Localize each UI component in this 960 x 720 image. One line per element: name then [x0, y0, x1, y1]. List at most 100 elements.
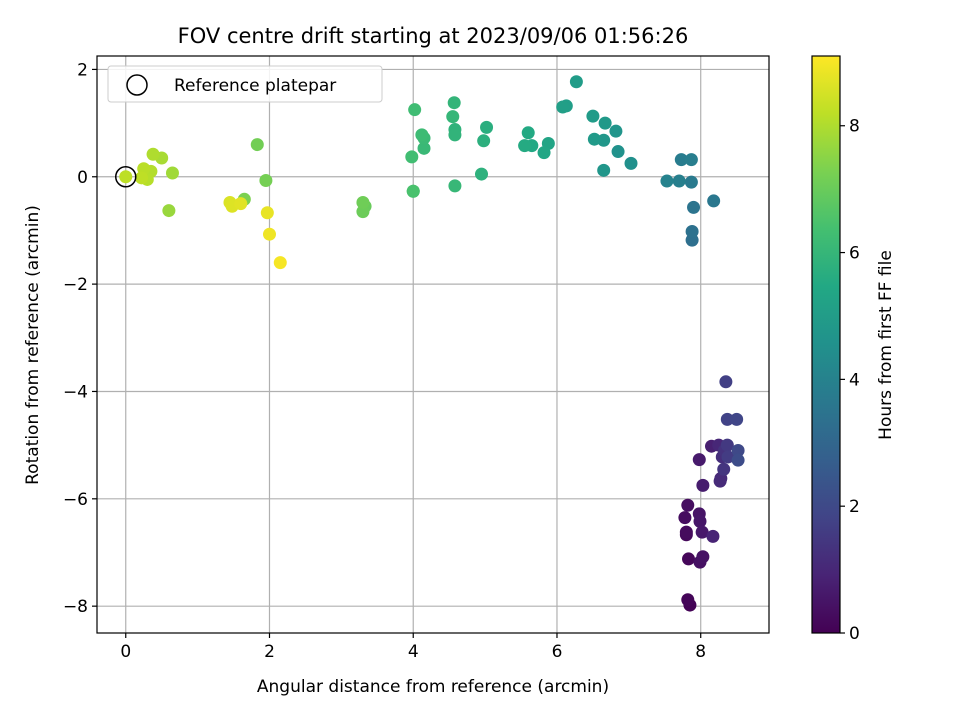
data-point	[146, 147, 160, 161]
data-point	[707, 194, 721, 208]
y-tick-label: −8	[63, 597, 88, 617]
data-point	[259, 174, 273, 188]
data-point	[679, 525, 693, 539]
data-point	[598, 116, 612, 130]
data-point	[684, 175, 698, 189]
data-point	[273, 256, 287, 270]
y-tick-label: −4	[63, 382, 88, 402]
scatter-points	[135, 75, 745, 612]
plot-frame	[96, 55, 770, 634]
data-point	[480, 120, 494, 134]
y-tick-label: −6	[63, 490, 88, 510]
data-point	[611, 145, 625, 159]
x-axis-label: Angular distance from reference (arcmin)	[257, 677, 609, 697]
y-axis-ticks: −8 −6 −4 −2 0 2	[63, 60, 97, 617]
data-point	[693, 514, 707, 528]
data-point	[720, 438, 734, 452]
reference-marker	[114, 166, 137, 188]
reference-ring	[114, 166, 137, 188]
data-point	[521, 126, 535, 140]
data-point	[250, 138, 264, 152]
data-point	[730, 412, 744, 426]
data-point	[556, 100, 570, 114]
data-point	[717, 462, 731, 476]
data-point	[706, 529, 720, 543]
data-point	[234, 197, 248, 211]
data-point	[356, 205, 370, 219]
data-point	[417, 141, 431, 155]
data-point	[731, 444, 745, 458]
data-point	[692, 453, 706, 467]
data-point	[720, 412, 734, 426]
data-point	[586, 109, 600, 123]
data-point	[415, 128, 429, 142]
data-point	[587, 132, 601, 146]
colorbar-tick-label: 0	[849, 624, 860, 644]
data-point	[624, 156, 638, 170]
x-axis-ticks: 0 2 4 6 8	[120, 633, 706, 662]
data-point	[477, 134, 491, 148]
y-tick-label: 0	[77, 168, 88, 188]
x-tick-label: 2	[264, 642, 275, 662]
data-point	[537, 146, 551, 160]
data-point	[447, 96, 461, 110]
legend-reference-icon	[126, 74, 148, 96]
data-point	[721, 450, 735, 464]
data-point	[609, 124, 623, 138]
data-point	[731, 453, 745, 467]
data-point	[448, 128, 462, 142]
reference-point	[119, 170, 133, 184]
data-point	[475, 167, 489, 181]
data-point	[696, 550, 710, 564]
data-point	[356, 196, 370, 210]
colorbar: 0 2 4 6 8 Hours from first FF file	[811, 55, 896, 644]
data-point	[406, 184, 420, 198]
data-point	[262, 227, 276, 241]
chart-title: FOV centre drift starting at 2023/09/06 …	[178, 24, 689, 48]
data-point	[682, 552, 696, 566]
data-point	[674, 153, 688, 167]
data-point	[448, 179, 462, 193]
data-point	[660, 174, 674, 188]
colorbar-tick-label: 4	[849, 370, 860, 390]
y-tick-label: −2	[63, 275, 88, 295]
data-point	[684, 153, 698, 167]
x-tick-label: 6	[552, 642, 563, 662]
data-point	[696, 478, 710, 492]
legend-box	[107, 65, 383, 103]
legend-label: Reference platepar	[174, 76, 336, 96]
data-point	[260, 206, 274, 220]
y-tick-label: 2	[77, 60, 88, 80]
x-gridlines	[125, 56, 702, 633]
x-tick-label: 8	[695, 642, 706, 662]
colorbar-tick-label: 6	[849, 244, 860, 264]
data-point	[719, 375, 733, 389]
data-point	[569, 75, 583, 89]
data-point	[165, 166, 179, 180]
colorbar-tick-label: 2	[849, 497, 860, 517]
data-point	[518, 139, 532, 153]
data-point	[713, 474, 727, 488]
plot-area	[96, 55, 770, 634]
data-point	[408, 103, 422, 117]
legend: Reference platepar	[107, 65, 383, 103]
colorbar-label: Hours from first FF file	[876, 250, 896, 440]
y-axis-label: Rotation from reference (arcmin)	[23, 205, 43, 485]
data-point	[446, 110, 460, 124]
data-point	[685, 225, 699, 239]
x-tick-label: 0	[120, 642, 131, 662]
data-point	[597, 163, 611, 177]
data-point	[687, 200, 701, 214]
colorbar-gradient	[811, 55, 841, 634]
y-gridlines	[97, 68, 769, 607]
data-point	[162, 204, 176, 218]
data-point	[681, 593, 695, 607]
data-point	[678, 511, 692, 525]
colorbar-tick-label: 8	[849, 117, 860, 137]
data-point	[695, 525, 709, 539]
data-point	[405, 150, 419, 164]
colorbar-ticks: 0 2 4 6 8	[840, 117, 860, 644]
data-point	[672, 174, 686, 188]
data-point	[681, 498, 695, 512]
